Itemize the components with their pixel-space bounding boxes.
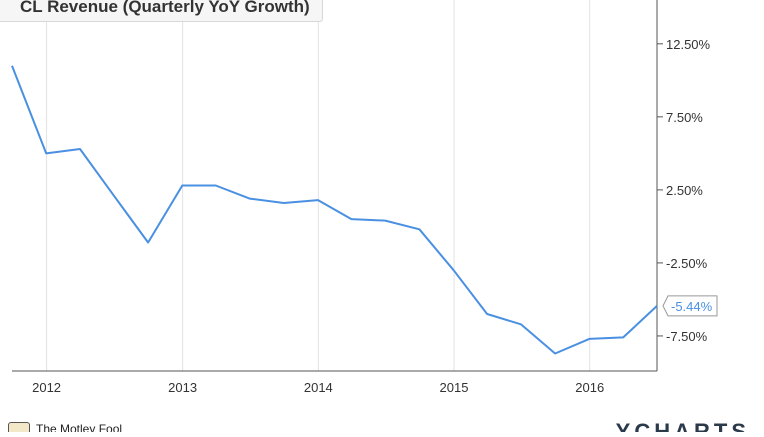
y-tick-label: 2.50% <box>666 183 703 198</box>
motley-fool-logo: The Motley Fool <box>8 422 122 432</box>
footer-logo-text: The Motley Fool <box>36 422 122 432</box>
y-tick-label: 12.50% <box>666 37 711 52</box>
x-tick-label: 2016 <box>575 380 604 395</box>
y-tick-label: -7.50% <box>666 329 708 344</box>
chart-title: CL Revenue (Quarterly YoY Growth) <box>0 0 323 22</box>
end-value-label: -5.44% <box>671 299 713 314</box>
series-layer <box>12 66 657 354</box>
y-tick-label: 7.50% <box>666 110 703 125</box>
axis-layer: 2012 2013 2014 2015 2016 12.50% 7.50% 2.50% -2.5… <box>12 0 711 395</box>
jester-cap-icon <box>8 422 30 432</box>
grid-layer <box>47 0 590 371</box>
x-tick-label: 2013 <box>168 380 197 395</box>
label-layer: -5.44% <box>663 296 717 316</box>
y-tick-label: -2.50% <box>666 256 708 271</box>
series-line <box>12 66 657 354</box>
ycharts-logo: YCHARTS <box>616 419 750 432</box>
footer: The Motley Fool YCHARTS <box>0 418 764 432</box>
x-tick-label: 2012 <box>32 380 61 395</box>
x-tick-label: 2014 <box>304 380 333 395</box>
x-tick-label: 2015 <box>440 380 469 395</box>
